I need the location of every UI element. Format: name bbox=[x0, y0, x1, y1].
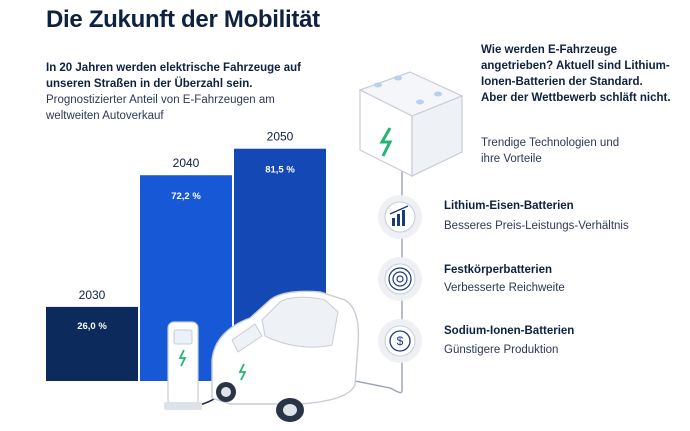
value-label-2030: 26,0 % bbox=[77, 321, 107, 332]
page-title: Die Zukunft der Mobilität bbox=[46, 6, 320, 33]
tech-title-lithium-eisen: Lithium-Eisen-Batterien bbox=[444, 200, 574, 212]
tech-desc-lithium-eisen: Besseres Preis-Leistungs-Verhältnis bbox=[444, 220, 629, 232]
intro-subtitle: Prognostizierter Anteil von E-Fahrzeugen… bbox=[46, 94, 275, 122]
intro-headline: In 20 Jahren werden elektrische Fahrzeug… bbox=[46, 62, 302, 90]
tech-desc-festkoerper: Verbesserte Reichweite bbox=[444, 282, 565, 294]
bar-2030 bbox=[46, 306, 138, 381]
connector-line bbox=[349, 160, 403, 394]
right-headline: Wie werden E-Fahrzeuge angetrieben? Aktu… bbox=[481, 44, 671, 104]
dollar-coin-icon: $ bbox=[378, 319, 422, 363]
tech-desc-sodium-ionen: Günstigere Produktion bbox=[444, 344, 559, 356]
svg-text:$: $ bbox=[397, 334, 404, 348]
concentric-circles-icon bbox=[378, 257, 422, 301]
value-label-2040: 72,2 % bbox=[171, 191, 201, 202]
tech-title-festkoerper: Festkörperbatterien bbox=[444, 264, 553, 276]
category-label-2050: 2050 bbox=[267, 130, 294, 144]
category-label-2030: 2030 bbox=[79, 288, 106, 302]
charging-station-icon bbox=[164, 321, 202, 410]
value-label-2050: 81,5 % bbox=[265, 165, 295, 176]
tech-title-sodium-ionen: Sodium-Ionen-Batterien bbox=[444, 325, 575, 337]
right-subtitle: Trendige Technologien und ihre Vorteile bbox=[481, 137, 620, 165]
bar-chart-growth-icon bbox=[378, 195, 422, 239]
battery-illustration bbox=[358, 71, 464, 177]
category-label-2040: 2040 bbox=[173, 156, 200, 170]
electric-car-illustration bbox=[211, 290, 360, 422]
